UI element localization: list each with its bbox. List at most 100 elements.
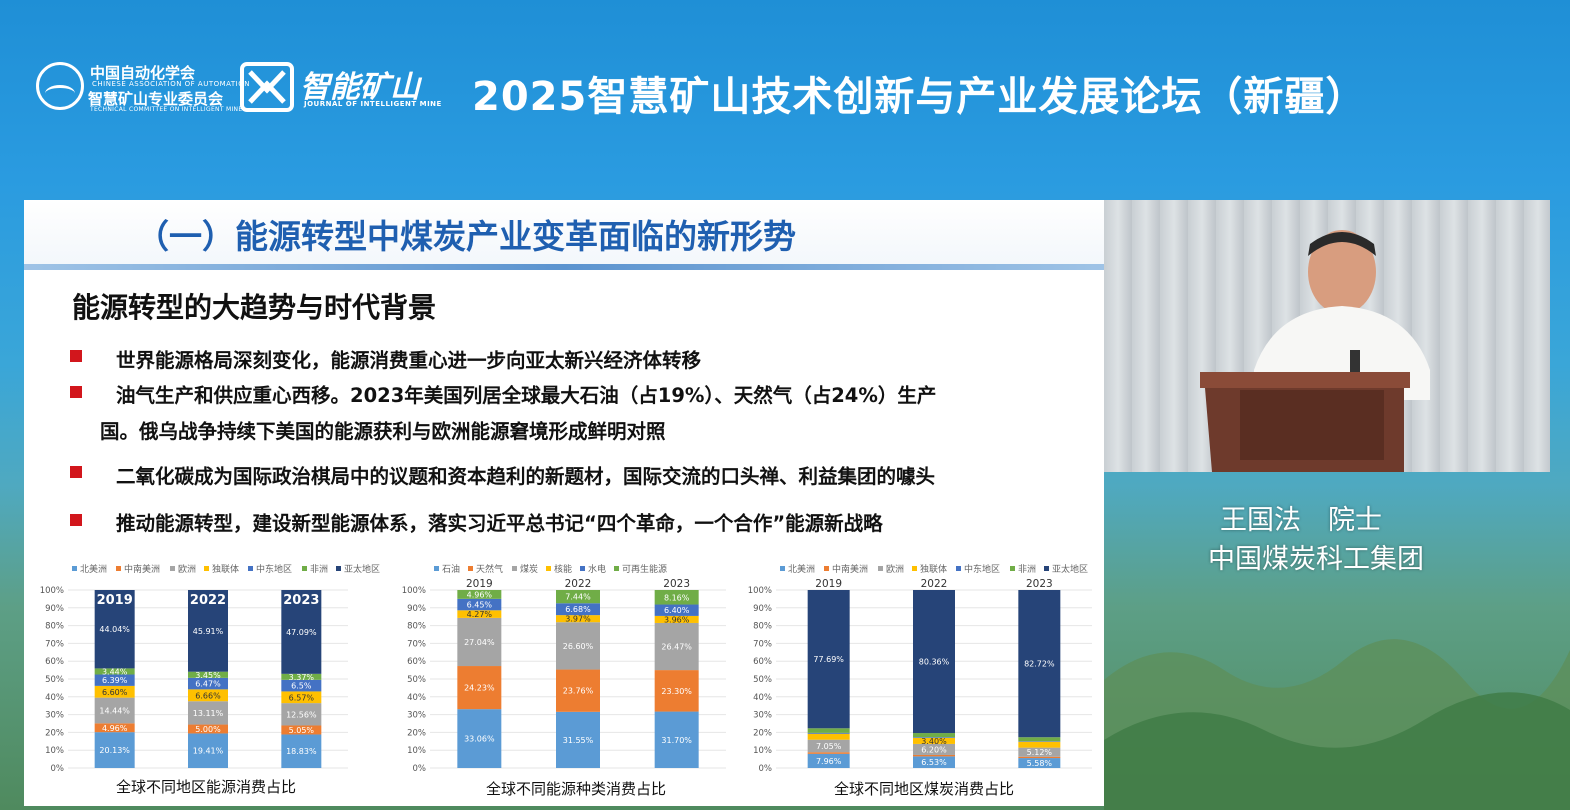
data-label: 4.96% (467, 590, 493, 599)
regional-energy-consumption-chart: 北美洲 中南美洲 欧洲 独联体 中东地区 非洲 亚太地区 0% 10% 20% 30% 40% 50% 6… (40, 563, 380, 774)
bar-segment (94, 723, 135, 733)
legend-swatch (580, 566, 585, 571)
journal-name-en: JOURNAL OF INTELLIGENT MINE (304, 100, 442, 108)
legend-swatch (336, 566, 341, 571)
y-tick-label: 30% (753, 711, 772, 721)
y-tick-label: 80% (407, 622, 426, 632)
bar-segment (1018, 756, 1061, 759)
association-name: 中国自动化学会 (90, 64, 196, 82)
y-tick-label: 70% (753, 639, 772, 649)
y-tick-label: 40% (407, 693, 426, 703)
y-tick-label: 20% (45, 728, 64, 738)
category-label: 2019 (466, 578, 493, 590)
bar-segment (281, 691, 322, 704)
legend-swatch (546, 566, 551, 571)
bullet-text: 二氧化碳成为国际政治棋局中的议题和资本趋利的新题材，国际交流的口头禅、利益集团的… (116, 465, 936, 488)
data-label: 3.37% (289, 673, 315, 682)
bar-segment (188, 590, 228, 672)
bullet-marker-icon (70, 350, 82, 362)
data-label: 6.39% (102, 676, 128, 685)
legend-label: 欧洲 (178, 563, 196, 575)
legend-label: 亚太地区 (344, 563, 380, 575)
y-tick-label: 90% (407, 604, 426, 614)
bar-segment (457, 709, 502, 768)
data-label: 6.60% (102, 688, 128, 697)
bar-segment (94, 668, 135, 675)
y-tick-label: 30% (407, 711, 426, 721)
category-label: 2022 (190, 593, 226, 608)
data-label: 5.58% (1027, 759, 1053, 768)
bar-segment (807, 753, 850, 768)
data-label: 80.36% (919, 658, 950, 667)
bar-segment (1018, 737, 1061, 742)
bar-segment (556, 603, 600, 616)
bar-segment (1018, 741, 1061, 748)
speaker-name: 王国法 院士 (1220, 505, 1382, 536)
forum-header: 中国自动化学会 CHINESE ASSOCIATION OF AUTOMATIO… (0, 0, 1570, 200)
presentation-slide: （一）能源转型中煤炭产业变革面临的新形势 能源转型的大趋势与时代背景 世界能源格… (24, 200, 1104, 806)
legend-label: 中东地区 (256, 563, 292, 575)
speaker-video-feed (1104, 200, 1550, 472)
bar-segment (188, 733, 228, 768)
legend-swatch (434, 566, 439, 571)
category-label: 2023 (283, 593, 319, 608)
bar-segment (457, 598, 502, 611)
bar-segment (913, 743, 955, 755)
data-label: 7.44% (565, 593, 591, 602)
category-label: 2023 (663, 578, 690, 590)
bar-segment (556, 622, 600, 670)
bar-segment (913, 733, 955, 738)
data-label: 6.66% (195, 691, 221, 700)
y-tick-label: 50% (45, 675, 64, 685)
bullet-text: 世界能源格局深刻变化，能源消费重心进一步向亚太新兴经济体转移 (116, 349, 702, 372)
bar-segment (188, 689, 228, 702)
legend-swatch (878, 566, 883, 571)
data-label: 6.68% (565, 605, 591, 614)
forum-title: 2025智慧矿山技术创新与产业发展论坛（新疆） (472, 74, 1367, 120)
data-label: 4.27% (467, 610, 493, 619)
bar-segment (913, 754, 955, 757)
bar-segment (654, 590, 699, 605)
data-label: 5.00% (195, 725, 221, 734)
bar-segment (281, 725, 322, 735)
energy-type-consumption-chart: 石油 天然气 煤炭 核能 水电 可再生能源 0% 10% 20% 30% 40% 50% 60% 70% 8… (402, 563, 726, 774)
data-label: 6.40% (664, 606, 690, 615)
data-label: 19.41% (193, 747, 224, 756)
bar-segment (913, 756, 955, 768)
bar-segment (94, 674, 135, 686)
bar-segment (281, 673, 322, 680)
bar-segment (1018, 741, 1061, 742)
data-label: 14.44% (99, 706, 130, 715)
data-label: 6.47% (195, 680, 221, 689)
y-tick-label: 10% (45, 746, 64, 756)
bar-segment (188, 701, 228, 725)
category-label: 2023 (1026, 578, 1053, 590)
bar-segment (807, 733, 850, 740)
data-label: 18.83% (286, 747, 317, 756)
bar-segment (281, 703, 322, 726)
bar-segment (654, 615, 699, 623)
y-tick-label: 60% (407, 657, 426, 667)
y-tick-label: 0% (51, 764, 65, 774)
category-label: 2022 (921, 578, 948, 590)
data-label: 12.56% (286, 710, 317, 719)
bar-segment (654, 622, 699, 671)
bullet-text: 推动能源转型，建设新型能源体系，落实习近平总书记“四个革命，一个合作”能源新战略 (116, 512, 883, 535)
data-label: 6.53% (921, 758, 947, 767)
bar-segment (807, 739, 850, 753)
bullet-marker-icon (70, 514, 82, 526)
bar-segment (457, 590, 502, 599)
data-label: 8.16% (664, 593, 690, 602)
legend-swatch (468, 566, 473, 571)
y-tick-label: 60% (753, 657, 772, 667)
data-label: 7.05% (816, 742, 842, 751)
bar-segment (913, 737, 955, 738)
bar-segment (913, 590, 955, 734)
y-tick-label: 10% (753, 746, 772, 756)
category-label: 2019 (97, 593, 133, 608)
y-tick-label: 100% (402, 586, 426, 596)
bar-segment (807, 732, 850, 734)
data-label: 26.60% (563, 642, 594, 651)
chart-caption: 全球不同能源种类消费占比 (486, 780, 667, 798)
bar-segment (94, 697, 135, 724)
